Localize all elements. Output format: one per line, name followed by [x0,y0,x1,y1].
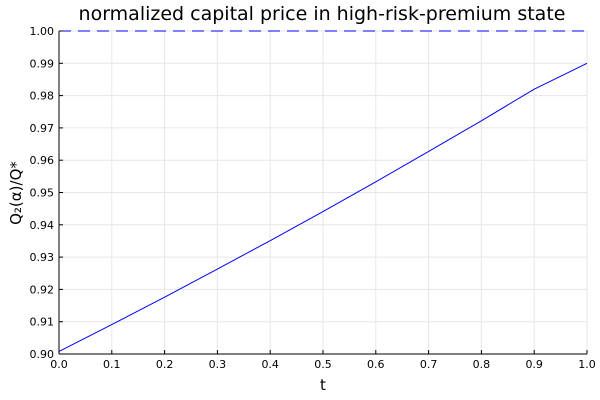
y-tick-label: 0.92 [30,283,55,296]
x-tick-label: 0.1 [103,358,121,371]
series-group [58,30,588,352]
chart-title: normalized capital price in high-risk-pr… [79,3,566,25]
y-tick-label: 0.91 [30,316,55,329]
y-tick-label: 0.98 [30,90,55,103]
x-tick-label: 0.2 [156,358,174,371]
y-ticks: 0.90 0.91 0.92 0.93 0.94 0.95 0.96 0.97 0.98 0.99… [30,25,63,361]
x-ticks: 0.0 0.1 0.2 0.3 0.4 0.5 0.6 0.7 0.8 0.9 1.0 [50,350,596,371]
y-tick-label: 0.95 [30,187,55,200]
x-tick-label: 0.5 [314,358,332,371]
x-tick-label: 1.0 [578,358,596,371]
x-tick-label: 0.0 [50,358,68,371]
x-tick-label: 0.9 [525,358,543,371]
x-tick-label: 0.3 [209,358,227,371]
y-axis-label: Q₂(α)/Q* [7,161,25,225]
x-tick-label: 0.7 [420,358,438,371]
x-tick-label: 0.6 [367,358,385,371]
y-tick-label: 0.94 [30,219,55,232]
y-tick-label: 0.93 [30,251,55,264]
x-tick-label: 0.4 [261,358,279,371]
y-tick-label: 0.90 [30,348,55,361]
y-tick-label: 0.97 [30,122,55,135]
y-tick-label: 0.96 [30,154,55,167]
series-line [58,62,588,352]
grid [58,30,588,355]
y-tick-label: 0.99 [30,57,55,70]
x-tick-label: 0.8 [473,358,491,371]
x-axis-label: t [320,376,326,394]
y-tick-label: 1.00 [30,25,55,38]
